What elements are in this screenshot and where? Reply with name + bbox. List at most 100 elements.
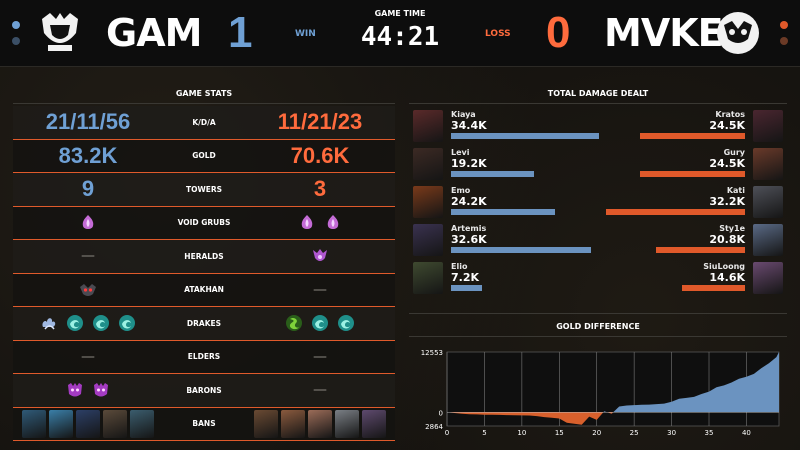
red-side-indicator [780, 21, 788, 29]
damage-divider [409, 103, 787, 104]
chemtech-drake-icon [284, 313, 304, 333]
baron-icon [91, 380, 111, 400]
ocean-drake-icon [65, 313, 85, 333]
ocean-drake-icon [310, 313, 330, 333]
stat-right: 70.6K [245, 140, 395, 173]
stat-row: 83.2K GOLD 70.6K [13, 139, 395, 173]
gold-diff-divider [409, 336, 787, 337]
right-player-portrait [753, 186, 783, 218]
x-tick-label: 35 [705, 429, 714, 437]
left-team-value: 21/11/56 [45, 109, 131, 135]
left-player-name: Emo [451, 186, 471, 195]
ocean-drake-icon [336, 313, 356, 333]
damage-title: TOTAL DAMAGE DEALT [547, 89, 649, 98]
left-player-damage: 7.2K [451, 271, 480, 284]
gam-logo-icon [42, 13, 78, 51]
stat-label: K/D/A [192, 117, 216, 127]
y-zero-label: 0 [439, 409, 443, 417]
banned-champion-portrait [308, 409, 332, 438]
x-tick-label: 0 [445, 429, 449, 437]
left-player-name: Artemis [451, 224, 487, 233]
none-dash: — [81, 348, 95, 365]
right-player-damage: 20.8K [709, 233, 745, 246]
stat-left: — [13, 240, 163, 273]
right-team-value: 11/21/23 [277, 109, 363, 135]
left-player-damage: 19.2K [451, 157, 487, 170]
none-dash: — [313, 348, 327, 365]
none-dash: — [313, 281, 327, 298]
mvke-logo-icon [717, 12, 759, 54]
left-player-portrait [413, 224, 443, 256]
x-tick-label: 40 [742, 429, 751, 437]
right-damage-bar [682, 285, 745, 291]
stat-left [13, 307, 163, 340]
right-player-portrait [753, 110, 783, 142]
stat-row: BARONS — [13, 374, 395, 408]
stat-row: BANS [13, 407, 395, 441]
right-player-damage: 32.2K [709, 195, 745, 208]
stat-right [245, 408, 395, 441]
stat-left: 9 [13, 173, 163, 206]
right-player-portrait [753, 262, 783, 294]
left-damage-bar [451, 171, 534, 177]
left-player-portrait [413, 148, 443, 180]
left-team-result: WIN [295, 29, 316, 39]
baron-icon [65, 380, 85, 400]
stat-row: ATAKHAN — [13, 273, 395, 307]
stat-left: — [13, 341, 163, 374]
stat-left [13, 207, 163, 240]
left-player-damage: 24.2K [451, 195, 487, 208]
game-time-label: GAME TIME [374, 9, 426, 18]
stat-row: DRAKES [13, 307, 395, 341]
stat-right [245, 207, 395, 240]
none-dash: — [313, 382, 327, 399]
game-stats-table: 21/11/56 K/D/A 11/21/23 83.2K GOLD 70.6K 9 TOWE… [13, 106, 395, 441]
left-damage-bar [451, 209, 556, 215]
gold-diff-top-divider [409, 313, 787, 314]
x-tick-label: 15 [555, 429, 564, 437]
stat-row: 9 TOWERS 3 [13, 173, 395, 207]
stat-label: DRAKES [186, 318, 222, 328]
x-tick-label: 30 [667, 429, 676, 437]
left-team-value: 9 [81, 176, 95, 202]
right-player-damage: 24.5K [709, 157, 745, 170]
left-damage-bar [451, 285, 482, 291]
right-player-damage: 14.6K [709, 271, 745, 284]
stat-row: — ELDERS — [13, 340, 395, 374]
blue-side-indicator-dim [12, 37, 20, 45]
left-player-damage: 34.4K [451, 119, 487, 132]
game-stats-title: GAME STATS [175, 89, 233, 98]
left-player-portrait [413, 110, 443, 142]
banned-champion-portrait [130, 409, 154, 438]
stat-left [13, 274, 163, 307]
left-team-name: GAM [106, 11, 202, 55]
stat-right: 11/21/23 [245, 106, 395, 139]
left-team-score: 1 [228, 8, 253, 57]
herald-icon [310, 246, 330, 266]
gold-lead-area-blue [603, 352, 779, 413]
stat-right [245, 240, 395, 273]
left-damage-bar [451, 247, 592, 253]
stat-right: — [245, 341, 395, 374]
stat-row: 21/11/56 K/D/A 11/21/23 [13, 106, 395, 140]
void-grub-icon [297, 213, 317, 233]
banned-champion-portrait [76, 409, 100, 438]
banned-champion-portrait [103, 409, 127, 438]
right-team-name: MVKE [604, 11, 724, 55]
stat-label: ATAKHAN [184, 285, 224, 295]
stat-left: 83.2K [13, 140, 163, 173]
stat-label: TOWERS [185, 184, 223, 194]
stat-row: — HERALDS [13, 240, 395, 274]
game-time: 44:21 [360, 22, 440, 52]
stat-right: — [245, 374, 395, 407]
banned-champion-portrait [22, 409, 46, 438]
stat-label: BANS [192, 419, 216, 429]
stat-label: BARONS [186, 385, 222, 395]
x-tick-label: 5 [482, 429, 486, 437]
right-player-name: Kratos [715, 110, 745, 119]
right-team-result: LOSS [485, 29, 511, 39]
stat-right: 3 [245, 173, 395, 206]
right-team-value: 70.6K [290, 142, 350, 168]
stat-label: HERALDS [184, 251, 224, 261]
left-player-name: Elio [451, 262, 468, 271]
